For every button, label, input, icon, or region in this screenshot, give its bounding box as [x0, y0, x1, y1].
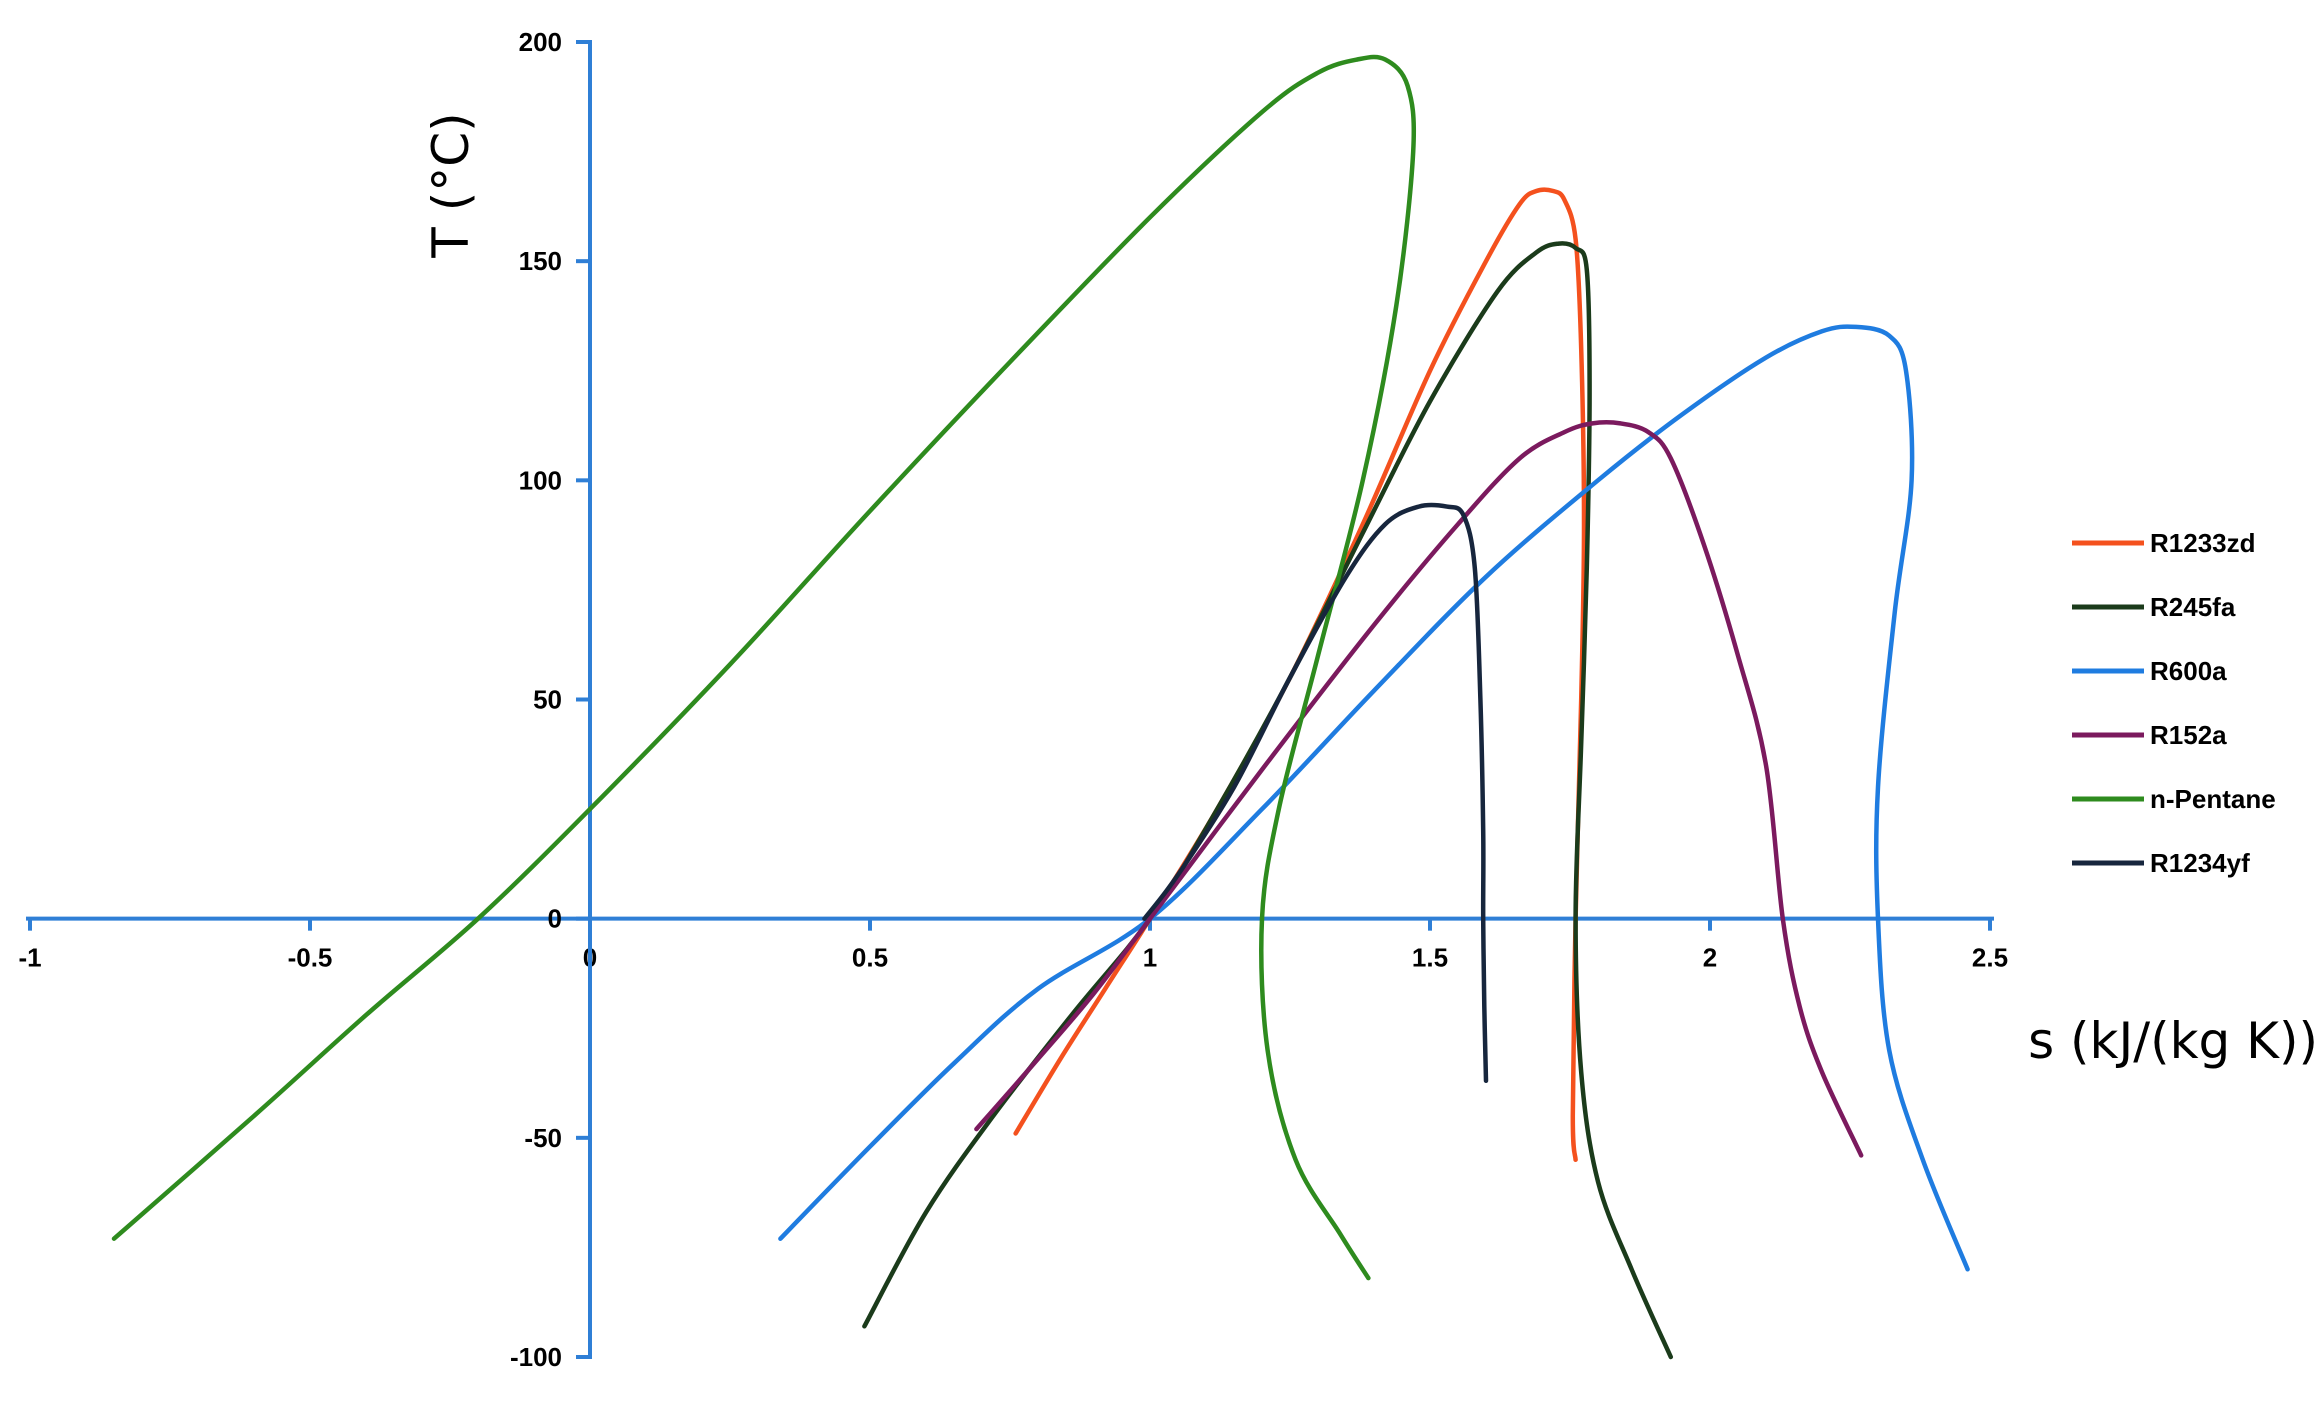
series-group: [111, 54, 1970, 1360]
x-tick-label: -0.5: [288, 943, 333, 973]
x-tick-label: 1: [1143, 943, 1157, 973]
legend-label-r1233zd: R1233zd: [2150, 528, 2256, 558]
y-tick-label: 50: [533, 685, 562, 715]
legend-label-r600a: R600a: [2150, 656, 2227, 686]
legend: R1233zd R245fa R600a R152a n-Pentane R1234yf: [2072, 528, 2276, 878]
y-tick-label: -50: [524, 1123, 562, 1153]
x-tick-label: -1: [18, 943, 41, 973]
y-tick-label: -100: [510, 1342, 562, 1372]
legend-label-n-pentane: n-Pentane: [2150, 784, 2276, 814]
series-line-r1234yf: [1142, 502, 1489, 1084]
x-tick-label: 2.5: [1972, 943, 2008, 973]
legend-label-r1234yf: R1234yf: [2150, 848, 2250, 878]
series-line-n-pentane: [111, 54, 1417, 1281]
series-line-r1233zd: [1013, 187, 1587, 1163]
x-axis-title: s (kJ/(kg K)): [2028, 1012, 2318, 1070]
y-tick-label: 0: [548, 904, 562, 934]
x-tick-label: 1.5: [1412, 943, 1448, 973]
y-tick-label: 200: [519, 27, 562, 57]
legend-label-r245fa: R245fa: [2150, 592, 2236, 622]
x-tick-label: 2: [1703, 943, 1717, 973]
x-tick-label: 0.5: [852, 943, 888, 973]
y-axis-title: T (°C): [422, 112, 480, 258]
series-line-r600a: [778, 324, 1970, 1272]
y-tick-label: 150: [519, 246, 562, 276]
series-line-r152a: [974, 420, 1864, 1158]
legend-label-r152a: R152a: [2150, 720, 2227, 750]
y-tick-label: 100: [519, 465, 562, 495]
series-line-r245fa: [862, 241, 1674, 1360]
